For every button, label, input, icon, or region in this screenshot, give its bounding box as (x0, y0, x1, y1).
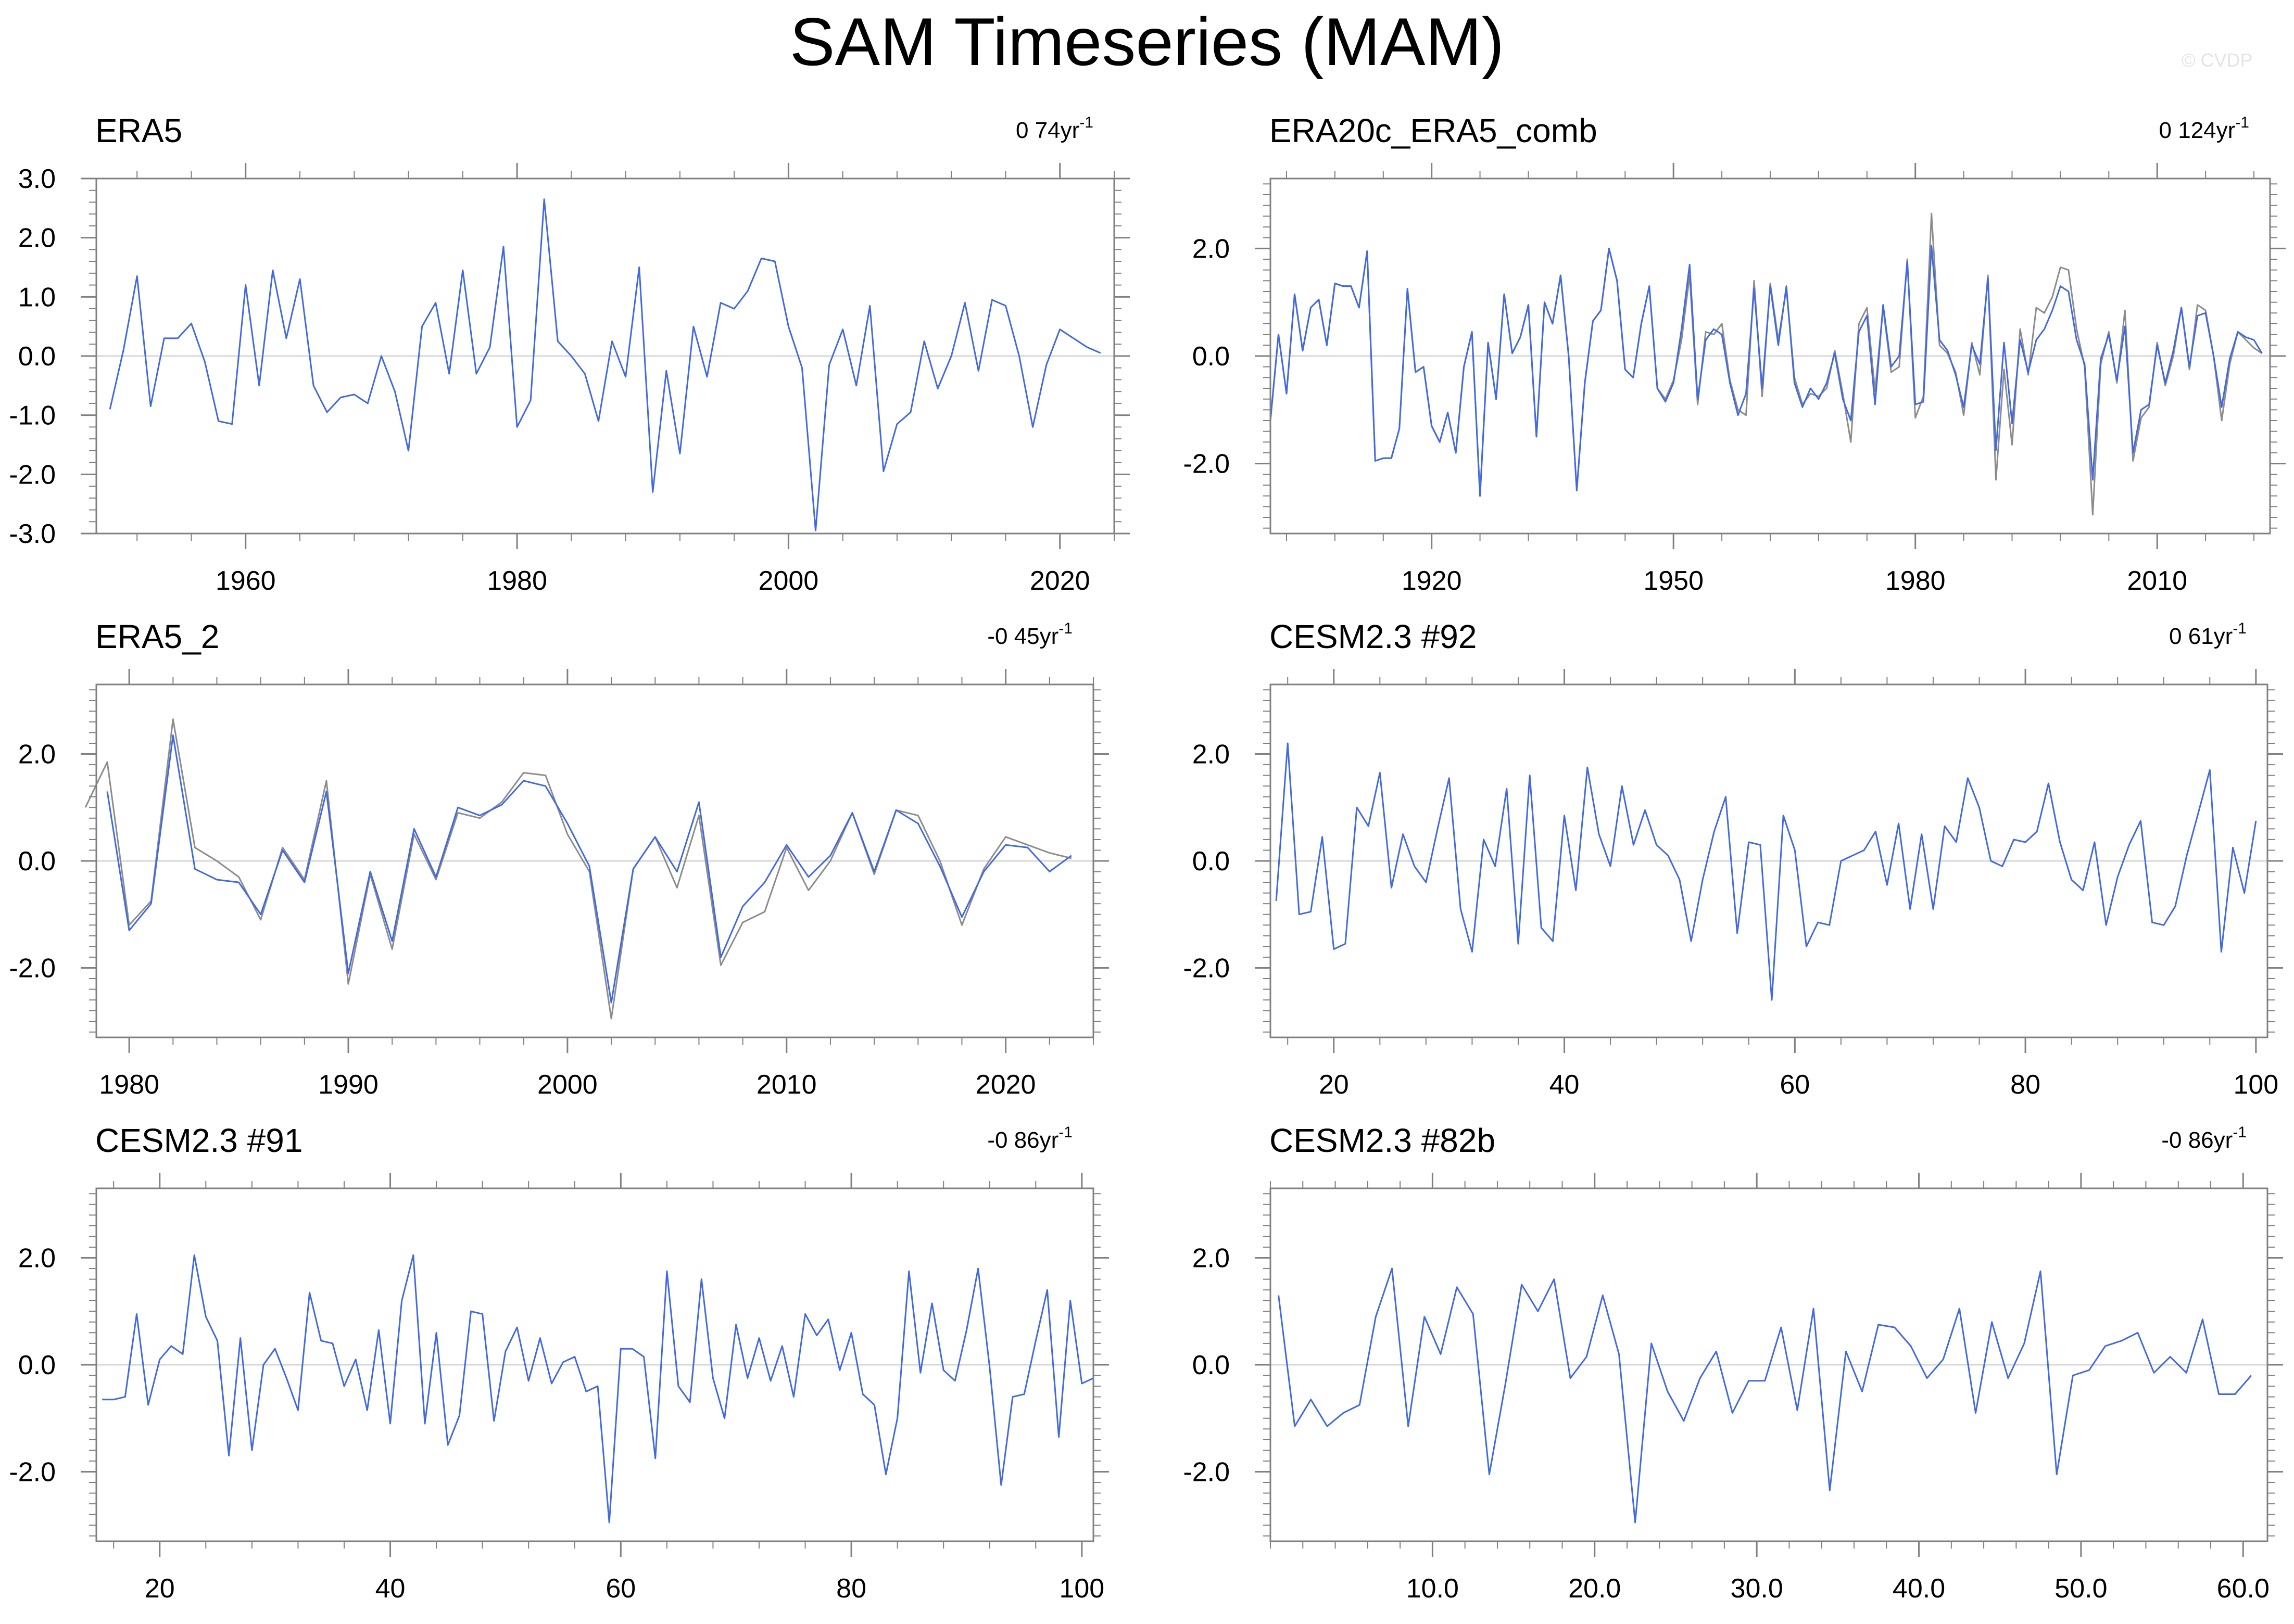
trend-label: 0 61yr-1 (2169, 620, 2247, 649)
y-tick-label: -2.0 (9, 1457, 56, 1487)
trend-value: -0 86yr (987, 1127, 1058, 1153)
series-line-2 (84, 718, 1072, 1020)
x-tick-label: 40 (1549, 1070, 1580, 1100)
x-tick-label: 1960 (216, 566, 276, 596)
x-tick-label: 2010 (757, 1070, 817, 1100)
x-tick-label: 20 (145, 1574, 175, 1604)
y-tick-label: -2.0 (1183, 953, 1230, 983)
x-tick-label: 40 (375, 1574, 406, 1604)
x-tick-label: 60.0 (2217, 1574, 2270, 1604)
y-tick-label: -1.0 (9, 401, 56, 431)
x-tick-label: 10.0 (1406, 1574, 1459, 1604)
y-tick-label: 2.0 (18, 740, 56, 770)
page-title: SAM Timeseries (MAM) (789, 4, 1505, 80)
chart-panel-3: -2.0 0.0 2.0 1980 1990 2000 2010 2020 ERA5_2 -0 4… (9, 618, 1109, 1100)
trend-label: -0 86yr-1 (2161, 1124, 2247, 1153)
trend-unit-sup: -1 (1079, 114, 1093, 131)
y-tick-label: -2.0 (1183, 1457, 1230, 1487)
x-tick-label: 1980 (1885, 566, 1946, 596)
x-tick-label: 2020 (1030, 566, 1090, 596)
x-tick-label: 80 (836, 1574, 866, 1604)
y-tick-label: 0.0 (18, 341, 56, 372)
y-tick-label: 0.0 (1192, 846, 1230, 877)
y-tick-label: 2.0 (1192, 234, 1230, 264)
series-line-1 (106, 734, 1072, 1004)
chart-panel-4: -2.0 0.0 2.0 20 40 60 80 100 CESM2.3 #92 0 61yr-1 (1183, 618, 2283, 1100)
watermark: © CVDP (2182, 49, 2253, 71)
trend-label: 0 124yr-1 (2159, 114, 2249, 143)
trend-value: 0 124yr (2159, 118, 2236, 143)
x-tick-label: 2020 (976, 1070, 1036, 1100)
x-tick-label: 80 (2010, 1070, 2040, 1100)
series-line-1 (1269, 245, 2263, 497)
x-tick-label: 50.0 (2054, 1574, 2107, 1604)
y-tick-label: 0.0 (18, 846, 56, 877)
x-tick-label: 100 (2233, 1070, 2278, 1100)
panel-title: CESM2.3 #91 (95, 1122, 302, 1159)
trend-unit-sup: -1 (2235, 114, 2249, 131)
trend-value: -0 86yr (2161, 1127, 2233, 1153)
panel-title: ERA20c_ERA5_comb (1269, 112, 1597, 149)
x-tick-label: 1980 (99, 1070, 159, 1100)
y-tick-label: 0.0 (1192, 341, 1230, 372)
series-line-1 (1275, 742, 2257, 1001)
x-tick-label: 2000 (759, 566, 819, 596)
x-tick-label: 1980 (487, 566, 547, 596)
panel-title: ERA5_2 (95, 618, 219, 655)
x-tick-label: 30.0 (1731, 1574, 1783, 1604)
trend-label: -0 45yr-1 (987, 620, 1073, 649)
y-tick-label: 0.0 (1192, 1350, 1230, 1380)
x-tick-label: 40.0 (1893, 1574, 1945, 1604)
y-tick-label: 2.0 (18, 1244, 56, 1274)
y-tick-label: 2.0 (18, 223, 56, 253)
series-line-1 (1278, 1267, 2252, 1524)
y-tick-label: 1.0 (18, 282, 56, 312)
y-tick-label: -2.0 (9, 953, 56, 983)
trend-unit-sup: -1 (2233, 1124, 2247, 1141)
chart-panel-1: -3.0 -2.0 -1.0 0.0 1.0 2.0 3.0 1960 1980 2000 2020… (9, 112, 1130, 596)
panel-title: CESM2.3 #82b (1269, 1122, 1495, 1159)
x-tick-label: 20 (1319, 1070, 1349, 1100)
trend-value: -0 45yr (987, 624, 1058, 649)
x-tick-label: 60 (606, 1574, 636, 1604)
trend-unit-sup: -1 (2233, 620, 2247, 637)
y-tick-label: 2.0 (1192, 1244, 1230, 1274)
x-tick-label: 20.0 (1568, 1574, 1621, 1604)
y-tick-label: 2.0 (1192, 740, 1230, 770)
chart-panel-6: -2.0 0.0 2.0 10.0 20.0 30.0 40.0 50.0 60.0 CESM2.… (1183, 1122, 2283, 1604)
y-tick-label: -2.0 (1183, 449, 1230, 479)
y-tick-label: 3.0 (18, 164, 56, 194)
chart-panel-5: -2.0 0.0 2.0 20 40 60 80 100 CESM2.3 #91 -0 86yr-… (9, 1122, 1109, 1604)
series-line-1 (102, 1254, 1094, 1524)
trend-unit-sup: -1 (1058, 1124, 1073, 1141)
trend-unit-sup: -1 (1058, 620, 1073, 637)
x-tick-label: 1950 (1643, 566, 1704, 596)
trend-label: -0 86yr-1 (987, 1124, 1073, 1153)
x-tick-label: 100 (1059, 1574, 1104, 1604)
y-tick-label: -2.0 (9, 460, 56, 490)
x-tick-label: 2010 (2127, 566, 2187, 596)
y-tick-label: -3.0 (9, 519, 56, 549)
x-tick-label: 1990 (318, 1070, 379, 1100)
panel-title: CESM2.3 #92 (1269, 618, 1477, 655)
panel-title: ERA5 (95, 112, 182, 149)
trend-label: 0 74yr-1 (1016, 114, 1093, 143)
trend-value: 0 61yr (2169, 624, 2233, 649)
trend-value: 0 74yr (1016, 118, 1079, 143)
x-tick-label: 1920 (1402, 566, 1462, 596)
chart-panel-2: -2.0 0.0 2.0 1920 1950 1980 2010 ERA20c_ERA5_co… (1183, 112, 2286, 596)
x-tick-label: 2000 (537, 1070, 598, 1100)
series-line-1 (109, 198, 1101, 531)
x-tick-label: 60 (1780, 1070, 1810, 1100)
y-tick-label: 0.0 (18, 1350, 56, 1380)
